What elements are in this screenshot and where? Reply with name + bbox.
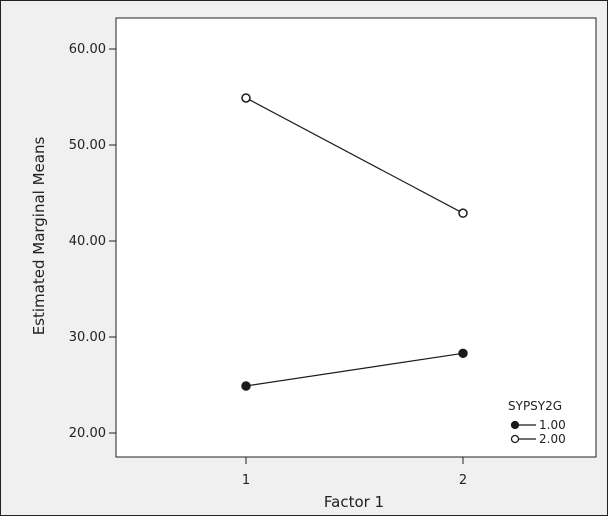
plot-area (115, 17, 597, 458)
legend-marker-2.00 (510, 434, 520, 444)
y-tick-label-0: 20.00 (69, 426, 106, 441)
legend-label-2.00: 2.00 (539, 432, 566, 446)
series-line-2.00 (245, 97, 464, 214)
legend-title: SYPSY2G (508, 399, 562, 413)
series-line-1.00 (245, 352, 464, 387)
series-point-1.00-1 (458, 348, 468, 359)
y-axis: 20.00 30.00 40.00 50.00 60.00 (69, 42, 116, 441)
x-tick-label-0: 1 (242, 473, 250, 488)
y-tick-label-4: 60.00 (69, 42, 106, 57)
series-point-2.00-1 (458, 208, 468, 218)
legend-marker-1.00 (510, 420, 520, 430)
x-tick-label-1: 2 (459, 473, 467, 488)
series-layer (241, 93, 468, 391)
y-axis-title: Estimated Marginal Means (30, 137, 48, 336)
y-tick-label-2: 40.00 (69, 234, 106, 249)
series-point-2.00-0 (241, 93, 251, 103)
y-tick-label-1: 30.00 (69, 330, 106, 345)
series-point-1.00-0 (241, 381, 251, 391)
legend: SYPSY2G 1.002.00 (508, 399, 566, 446)
legend-label-1.00: 1.00 (539, 418, 566, 432)
x-axis-title: Factor 1 (324, 493, 384, 511)
y-tick-label-3: 50.00 (69, 138, 106, 153)
